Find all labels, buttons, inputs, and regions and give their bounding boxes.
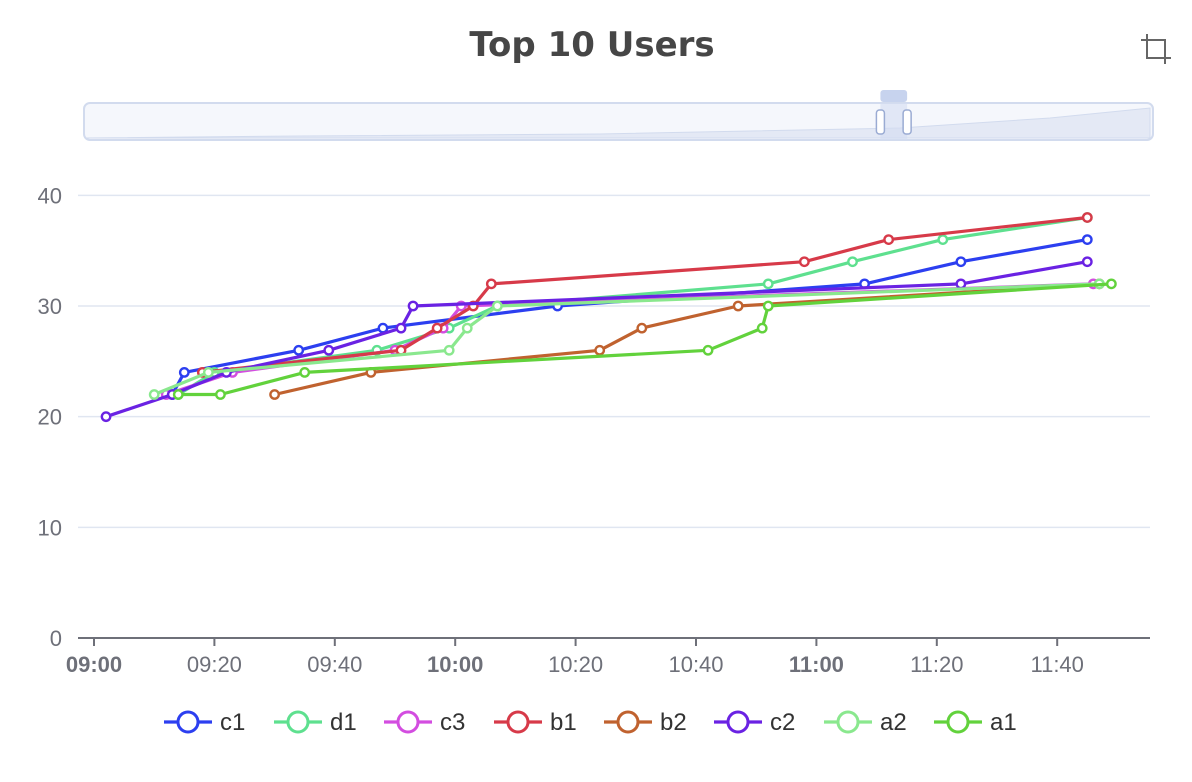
legend-item-c1[interactable]: c1 [164,709,245,736]
data-point[interactable] [732,300,744,312]
datazoom-slider[interactable] [83,90,1154,141]
legend-marker [946,710,970,734]
data-point[interactable] [443,344,455,356]
series-line-b2 [273,282,1101,397]
data-point[interactable] [461,322,473,334]
data-point[interactable] [955,256,967,268]
data-point[interactable] [883,234,895,246]
datazoom-left-handle[interactable] [875,109,886,135]
legend-item-a2[interactable]: a2 [824,709,907,736]
data-point[interactable] [1081,234,1093,246]
data-point[interactable] [1081,212,1093,223]
data-point[interactable] [172,389,184,400]
x-tick-label: 11:40 [1030,652,1083,677]
series-lines [100,212,1117,423]
chart-title: Top 10 Users [469,25,714,65]
legend-marker [396,710,420,734]
data-point[interactable] [269,389,280,400]
data-point[interactable] [395,322,407,334]
y-axis: 0 10 20 30 40 [38,183,62,651]
data-point[interactable] [756,322,768,334]
data-point[interactable] [485,278,497,290]
data-point[interactable] [431,322,443,334]
series-c2 [100,256,1093,423]
data-point[interactable] [702,344,714,356]
legend-marker [286,710,310,734]
data-point[interactable] [762,300,774,312]
data-point[interactable] [798,256,810,268]
x-tick-label: 10:40 [668,652,723,677]
y-tick-label: 10 [38,515,62,540]
legend-label: c2 [770,709,795,736]
data-point[interactable] [491,300,503,312]
x-tick-label: 11:00 [789,652,844,677]
y-tick-label: 20 [38,405,62,430]
datazoom-right-handle[interactable] [902,109,912,135]
data-point[interactable] [636,322,648,334]
x-tick-label: 09:20 [187,652,242,677]
data-point[interactable] [148,389,160,400]
legend-label: b2 [660,709,687,736]
grid-lines [78,194,1150,529]
legend-label: c1 [220,709,245,736]
legend-item-b2[interactable]: b2 [604,709,687,736]
y-tick-label: 0 [50,626,62,651]
legend-label: d1 [330,709,357,736]
data-point[interactable] [594,344,606,356]
series-line-c2 [104,260,1089,419]
legend-marker [176,710,200,734]
datazoom-move-handle[interactable] [880,90,908,102]
data-point[interactable] [299,366,311,378]
legend-marker [616,710,640,734]
series-a2 [148,278,1105,400]
x-axis: 09:00 09:20 09:40 10:00 10:20 10:40 11:00 11:20… [66,637,1150,677]
x-tick-label: 10:20 [548,652,603,677]
data-point[interactable] [215,389,226,400]
data-point[interactable] [100,411,112,423]
data-point[interactable] [407,300,419,312]
x-tick-label: 09:40 [307,652,362,677]
data-point[interactable] [1081,256,1093,268]
legend-item-c2[interactable]: c2 [714,709,795,736]
series-a1 [172,278,1117,400]
x-tick-label: 09:00 [66,652,122,677]
data-point[interactable] [1105,278,1117,290]
legend-label: a2 [880,709,907,736]
legend-item-a1[interactable]: a1 [934,709,1017,736]
data-point[interactable] [178,366,190,378]
series-line-a2 [152,282,1101,397]
data-point[interactable] [955,278,967,290]
data-point[interactable] [293,344,305,356]
y-tick-label: 40 [38,183,62,208]
x-tick-label: 10:00 [427,652,483,677]
legend-marker [726,710,750,734]
y-tick-label: 30 [38,294,62,319]
series-b1 [196,212,1093,378]
legend-label: a1 [990,709,1017,736]
legend-marker [836,710,860,734]
legend-item-b1[interactable]: b1 [494,709,577,736]
data-point[interactable] [202,366,214,378]
legend-item-d1[interactable]: d1 [274,709,357,736]
x-tick-label: 11:20 [910,652,963,677]
data-point[interactable] [762,278,774,290]
data-point[interactable] [937,234,949,246]
data-point[interactable] [847,256,858,268]
series-line-b1 [200,215,1089,374]
legend-item-c3[interactable]: c3 [384,709,465,736]
data-point[interactable] [323,344,335,356]
legend-label: c3 [440,709,465,736]
legend-label: b1 [550,709,577,736]
crop-icon[interactable] [1141,34,1171,64]
legend: c1 d1 c3 b1 b2 c2 a2 a1 [164,709,1017,736]
legend-marker [506,710,530,734]
